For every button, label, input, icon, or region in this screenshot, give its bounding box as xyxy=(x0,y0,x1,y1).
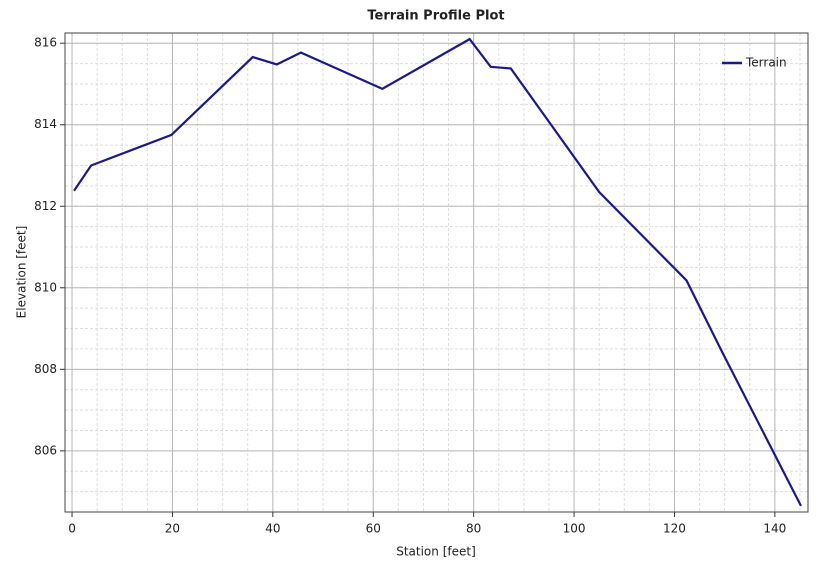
x-tick-label: 40 xyxy=(265,522,280,536)
y-tick-label: 812 xyxy=(34,199,57,213)
x-tick-label: 60 xyxy=(366,522,381,536)
y-tick-label: 810 xyxy=(34,280,57,294)
y-axis-label: Elevation [feet] xyxy=(15,226,29,319)
x-tick-label: 100 xyxy=(563,522,586,536)
x-tick-label: 0 xyxy=(68,522,76,536)
x-tick-label: 120 xyxy=(663,522,686,536)
x-tick-label: 80 xyxy=(466,522,481,536)
plot-frame xyxy=(64,32,809,513)
x-axis-label: Station [feet] xyxy=(396,545,476,559)
series-line xyxy=(73,37,802,507)
x-tick-label: 140 xyxy=(763,522,786,536)
y-tick-label: 816 xyxy=(34,36,57,50)
x-tick-label: 20 xyxy=(165,522,180,536)
chart-title: Terrain Profile Plot xyxy=(367,9,504,24)
y-tick-label: 814 xyxy=(34,117,57,131)
y-tick-label: 808 xyxy=(34,362,57,376)
plot-area xyxy=(65,33,808,512)
y-tick-label: 806 xyxy=(34,443,57,457)
legend-label: Terrain xyxy=(745,56,787,70)
